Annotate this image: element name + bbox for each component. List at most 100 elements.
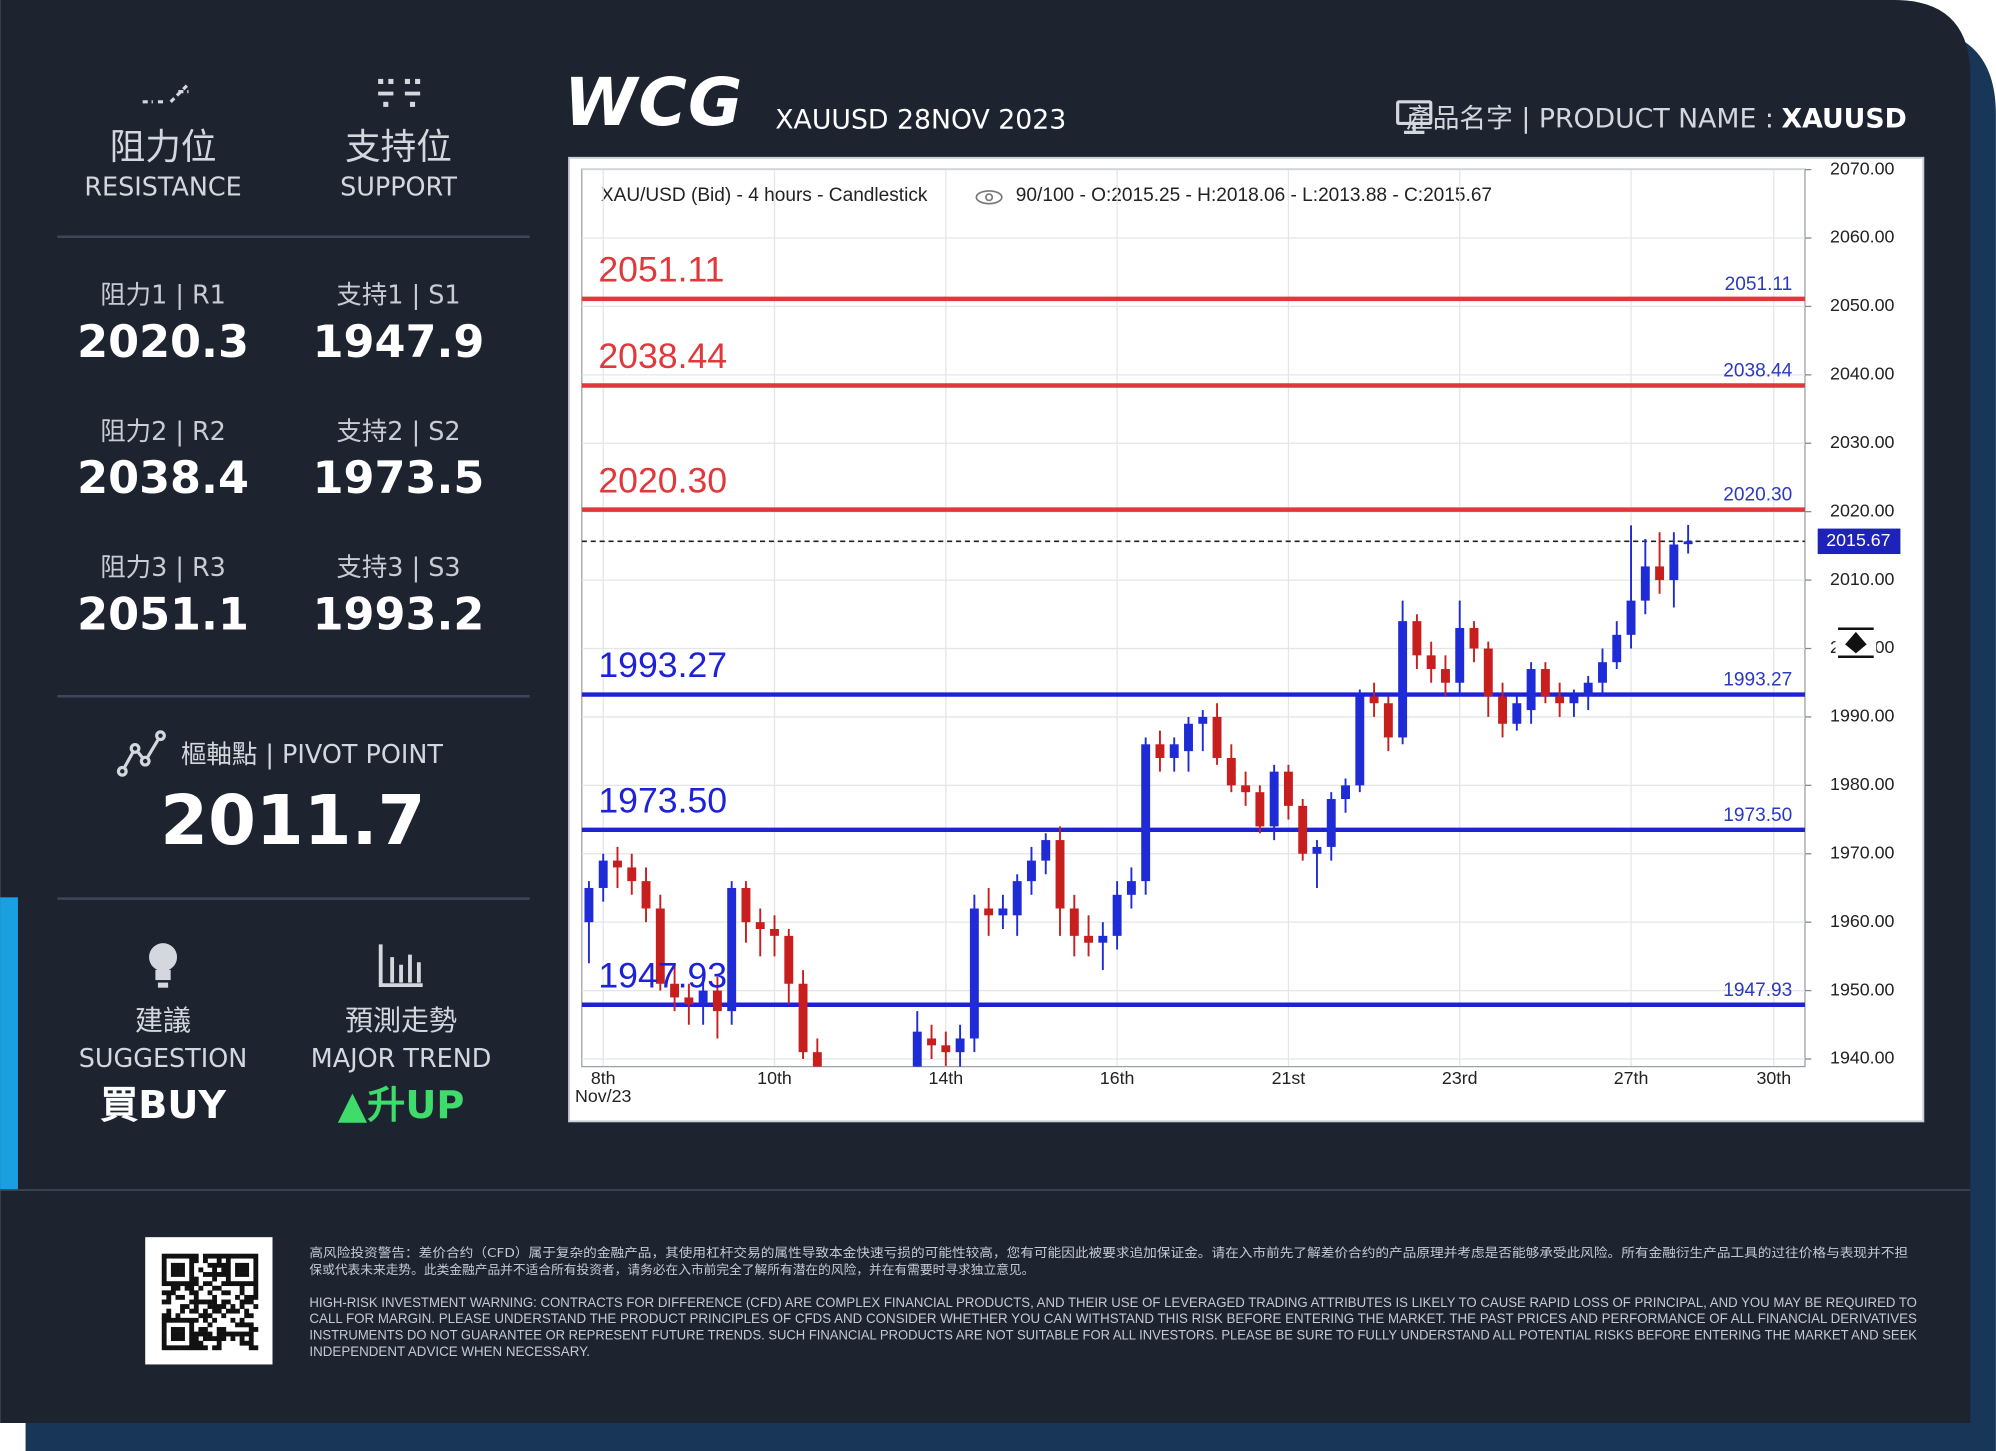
qr-cell [207, 1290, 213, 1296]
qr-cell [244, 1308, 250, 1314]
monitor-icon [1396, 100, 1433, 134]
qr-cell [203, 1253, 208, 1259]
qr-cell [189, 1317, 195, 1323]
qr-cell [161, 1327, 167, 1332]
qr-cell [216, 1285, 222, 1291]
qr-cell [166, 1294, 172, 1300]
candle-body [1498, 696, 1508, 724]
candle-body [1455, 627, 1465, 683]
qr-cell [230, 1281, 236, 1287]
qr-cell [189, 1336, 195, 1342]
qr-cell [193, 1336, 199, 1342]
qr-cell [193, 1345, 199, 1351]
y-tick-label: 2060.00 [1830, 227, 1894, 247]
qr-cell [193, 1340, 199, 1346]
qr-cell [230, 1317, 236, 1323]
qr-cell [180, 1262, 185, 1268]
scale-icon [1835, 626, 1877, 660]
y-tick-label: 1950.00 [1830, 979, 1894, 999]
candle-body [598, 860, 608, 888]
candle-body [1612, 634, 1622, 663]
qr-cell [253, 1276, 259, 1282]
y-tick-label: 1970.00 [1830, 842, 1894, 862]
level-tag: 1947.93 [1723, 980, 1792, 1001]
qr-cell [225, 1262, 231, 1268]
resistance-subtitle: RESISTANCE [84, 172, 241, 202]
qr-cell [207, 1336, 213, 1342]
y-tick-label: 2040.00 [1830, 364, 1894, 384]
candle-body [969, 908, 979, 1039]
qr-cell [189, 1345, 195, 1351]
qr-cell [212, 1262, 218, 1268]
qr-cell [170, 1281, 176, 1287]
qr-cell [161, 1313, 167, 1319]
qr-cell [166, 1253, 172, 1259]
qr-cell [248, 1331, 254, 1337]
qr-cell [225, 1308, 231, 1314]
support-value: 1973.5 [313, 452, 485, 504]
qr-cell [253, 1290, 259, 1296]
suggestion-subtitle: SUGGESTION [79, 1044, 248, 1074]
qr-cell [198, 1313, 204, 1319]
qr-cell [221, 1313, 227, 1319]
qr-cell [248, 1313, 254, 1319]
support-subtitle: SUPPORT [340, 172, 457, 202]
qr-cell [253, 1327, 259, 1332]
candle-body [1184, 723, 1193, 752]
qr-cell [212, 1317, 218, 1323]
level-rows: 阻力1 | R1 2020.3 支持1 | S1 1947.9 阻力2 | R2 2038… [77, 281, 484, 641]
qr-cell [170, 1267, 176, 1273]
candle-body [1012, 881, 1022, 916]
qr-cell [170, 1262, 176, 1268]
qr-cell [244, 1313, 250, 1319]
qr-cell [216, 1308, 222, 1314]
candle-body [1512, 703, 1522, 724]
candle-body [927, 1038, 936, 1046]
candle-body [1098, 935, 1108, 943]
qr-cell [248, 1345, 254, 1351]
pivot-label: 樞軸點 | PIVOT POINT [181, 740, 443, 770]
qr-cell [161, 1253, 167, 1259]
qr-cell [170, 1285, 176, 1291]
qr-cell [239, 1262, 245, 1268]
qr-cell [175, 1327, 181, 1332]
qr-cell [180, 1317, 185, 1323]
qr-cell [198, 1340, 204, 1346]
disclaimer-cn-line: 高风险投资警告：差价合约（CFD）属于复杂的金融产品，其使用杠杆交易的属性导致本… [309, 1245, 1908, 1260]
qr-cell [212, 1345, 218, 1351]
candle-body [1369, 696, 1379, 704]
candle-body [1112, 894, 1122, 936]
qr-cell [166, 1281, 172, 1287]
scale-icon-shape [1838, 627, 1874, 659]
eye-icon [975, 190, 1003, 205]
qr-cell [244, 1340, 250, 1346]
qr-cell [253, 1253, 259, 1259]
candle-body [1298, 805, 1308, 854]
trend-title: 預測走勢 [345, 1004, 457, 1037]
level-label: 2020.30 [598, 460, 727, 500]
qr-cell [239, 1340, 245, 1346]
chart-title: XAU/USD (Bid) - 4 hours - Candlestick [601, 185, 928, 206]
qr-cell [235, 1272, 240, 1277]
candle-body [1355, 696, 1365, 786]
qr-cell [175, 1267, 181, 1273]
qr-cell [170, 1317, 176, 1323]
candle-body [1241, 785, 1251, 793]
candle-body [613, 860, 622, 868]
qr-cell [244, 1299, 250, 1305]
qr-cell [170, 1272, 176, 1277]
y-tick-label: 1940.00 [1830, 1048, 1894, 1068]
resistance-label: 阻力1 | R1 [100, 281, 226, 311]
x-sublabel: Nov/23 [575, 1086, 631, 1106]
qr-cell [189, 1253, 195, 1259]
qr-cell [175, 1331, 181, 1337]
qr-cell [221, 1327, 227, 1332]
qr-cell [175, 1336, 181, 1342]
qr-cell [207, 1304, 213, 1309]
candle-body [1626, 600, 1636, 635]
qr-cell [253, 1262, 259, 1268]
candle-body [655, 908, 665, 984]
candle-body [641, 881, 651, 909]
qr-cell [161, 1281, 167, 1287]
